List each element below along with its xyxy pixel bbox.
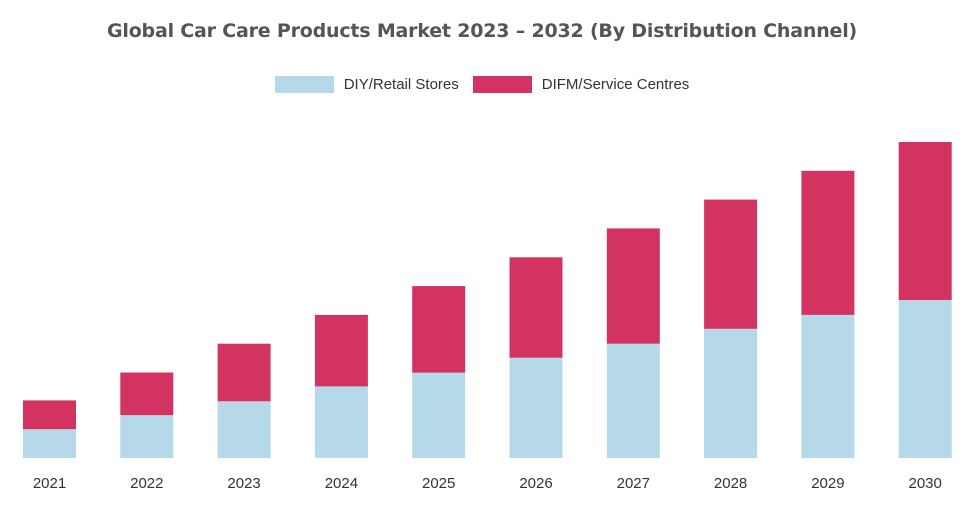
bar-difm-2030[interactable]	[898, 142, 952, 300]
bar-diy-2022[interactable]	[120, 415, 174, 458]
x-tick-label-2029: 2029	[811, 475, 844, 492]
bar-diy-2027[interactable]	[606, 343, 660, 458]
legend-swatch-diy	[274, 76, 334, 93]
legend-item-difm[interactable]: DIFM/Service Centres	[472, 76, 690, 93]
x-tick-label-2023: 2023	[227, 475, 260, 492]
legend-swatch-difm	[472, 76, 532, 93]
x-tick-label-2027: 2027	[617, 475, 650, 492]
legend: DIY/Retail Stores DIFM/Service Centres	[0, 76, 964, 93]
x-tick-label-2026: 2026	[519, 475, 552, 492]
legend-label-diy: DIY/Retail Stores	[343, 76, 459, 93]
bar-difm-2026[interactable]	[509, 257, 563, 358]
chart-title: Global Car Care Products Market 2023 – 2…	[106, 20, 858, 42]
x-tick-label-2021: 2021	[33, 475, 66, 492]
x-tick-label-2024: 2024	[325, 475, 358, 492]
legend-item-diy[interactable]: DIY/Retail Stores	[274, 76, 459, 93]
bar-difm-2029[interactable]	[801, 170, 855, 315]
bar-difm-2027[interactable]	[606, 228, 660, 344]
bar-diy-2023[interactable]	[217, 401, 271, 458]
x-tick-label-2025: 2025	[422, 475, 455, 492]
bar-diy-2028[interactable]	[704, 328, 758, 458]
bar-diy-2024[interactable]	[314, 386, 368, 458]
bar-diy-2029[interactable]	[801, 314, 855, 458]
bar-difm-2028[interactable]	[704, 199, 758, 329]
bar-diy-2030[interactable]	[898, 300, 952, 458]
bar-difm-2022[interactable]	[120, 372, 174, 416]
bar-diy-2025[interactable]	[412, 372, 466, 459]
legend-label-difm: DIFM/Service Centres	[541, 76, 690, 93]
bar-diy-2026[interactable]	[509, 357, 563, 458]
bar-difm-2021[interactable]	[23, 400, 76, 430]
bar-difm-2024[interactable]	[314, 314, 368, 387]
x-tick-label-2028: 2028	[714, 475, 747, 492]
bar-diy-2021[interactable]	[23, 429, 76, 458]
bar-difm-2025[interactable]	[412, 286, 466, 373]
x-tick-label-2030: 2030	[909, 475, 942, 492]
bar-difm-2023[interactable]	[217, 343, 271, 402]
x-tick-label-2022: 2022	[130, 475, 163, 492]
